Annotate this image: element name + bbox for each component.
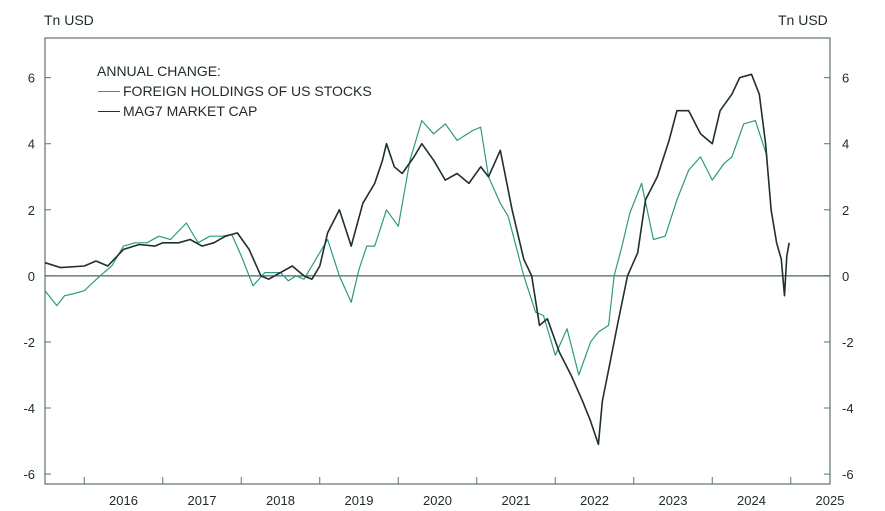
x-tick-label: 2019 xyxy=(345,493,374,508)
legend-label-foreign-holdings: FOREIGN HOLDINGS OF US STOCKS xyxy=(123,83,372,99)
y-tick-label-left: -4 xyxy=(23,401,35,416)
y-tick-label-right: 0 xyxy=(842,269,849,284)
left-axis-unit: Tn USD xyxy=(44,12,94,28)
y-tick-label-left: -6 xyxy=(23,467,35,482)
x-tick-label: 2022 xyxy=(580,493,609,508)
x-tick-label: 2025 xyxy=(816,493,845,508)
legend-title: ANNUAL CHANGE: xyxy=(97,63,221,79)
x-tick-label: 2018 xyxy=(266,493,295,508)
y-tick-label-right: 4 xyxy=(842,137,849,152)
x-tick-label: 2016 xyxy=(109,493,138,508)
x-tick-label: 2017 xyxy=(188,493,217,508)
right-axis-unit: Tn USD xyxy=(778,12,828,28)
y-tick-label-right: -6 xyxy=(842,467,854,482)
legend-label-mag7: MAG7 MARKET CAP xyxy=(123,103,258,119)
y-tick-label-right: 6 xyxy=(842,71,849,86)
y-tick-label-left: 2 xyxy=(28,203,35,218)
y-tick-label-right: 2 xyxy=(842,203,849,218)
x-tick-label: 2024 xyxy=(737,493,766,508)
y-tick-label-left: 6 xyxy=(28,71,35,86)
series-line-foreign-holdings xyxy=(44,119,768,376)
legend-item-foreign-holdings: FOREIGN HOLDINGS OF US STOCKS xyxy=(97,81,372,101)
legend: ANNUAL CHANGE: FOREIGN HOLDINGS OF US ST… xyxy=(97,61,372,121)
y-tick-label-left: -2 xyxy=(23,335,35,350)
y-tick-label-left: 0 xyxy=(28,269,35,284)
x-tick-label: 2021 xyxy=(502,493,531,508)
legend-swatch-foreign-holdings xyxy=(98,91,120,93)
y-tick-label-right: -4 xyxy=(842,401,854,416)
series-line-mag7-market-cap xyxy=(44,73,790,446)
plot-frame xyxy=(44,37,831,485)
y-tick-label-left: 4 xyxy=(28,137,35,152)
x-tick-label: 2023 xyxy=(659,493,688,508)
legend-swatch-mag7 xyxy=(98,111,120,113)
y-tick-label-right: -2 xyxy=(842,335,854,350)
x-tick-label: 2020 xyxy=(423,493,452,508)
legend-item-mag7: MAG7 MARKET CAP xyxy=(97,101,372,121)
